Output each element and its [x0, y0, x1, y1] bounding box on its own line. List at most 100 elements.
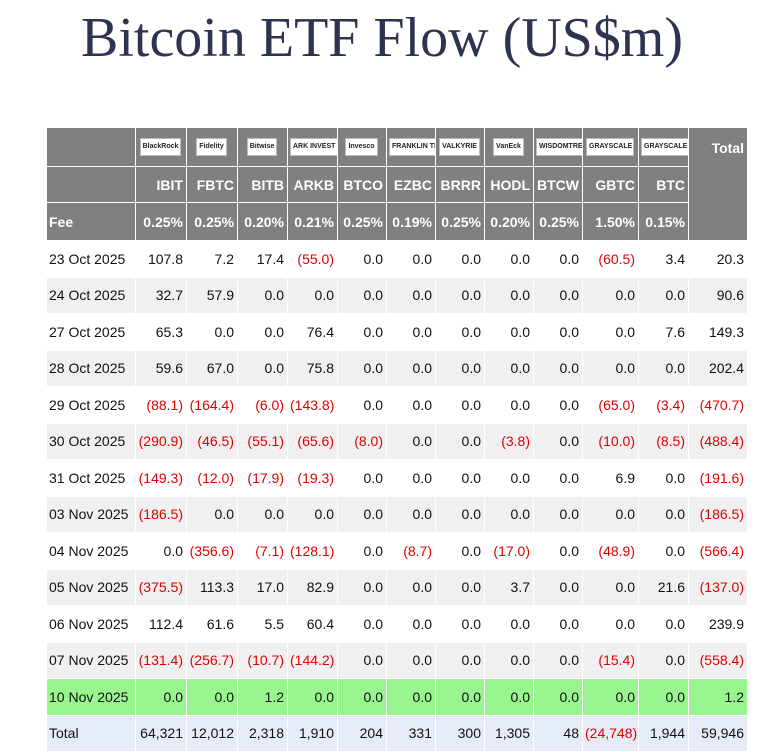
cell: 0.0 [386, 568, 436, 606]
header-cell: ARK INVEST [287, 127, 338, 167]
cell: 0.0 [638, 532, 689, 570]
cell: 0.0 [533, 678, 583, 716]
cell: 0.0 [386, 641, 436, 679]
cell: 0.0 [337, 349, 387, 387]
cell: 0.0 [237, 276, 288, 314]
cell: 0.0 [638, 276, 689, 314]
cell: 0.0 [337, 276, 387, 314]
cell: 0.0 [484, 313, 534, 351]
cell: (3.4) [638, 386, 689, 424]
cell: 0.0 [533, 349, 583, 387]
cell: 0.0 [582, 568, 639, 606]
cell: 0.0 [533, 605, 583, 643]
cell: 0.0 [533, 568, 583, 606]
issuer-logo: Invesco [345, 138, 378, 157]
table-header: BlackRock Fidelity Bitwise ARK INVEST Invesc… [46, 127, 748, 241]
cell: 300 [435, 714, 485, 752]
cell: 0.0 [533, 532, 583, 570]
table-row: 05 Nov 2025 (375.5) 113.3 17.0 82.9 0.0 0.0 0.0… [46, 568, 748, 606]
cell: (8.7) [386, 532, 436, 570]
cell: 0.0 [435, 605, 485, 643]
cell: 0.0 [582, 276, 639, 314]
cell: (128.1) [287, 532, 338, 570]
cell: 0.0 [484, 459, 534, 497]
cell: 0.0 [484, 641, 534, 679]
logo-row: BlackRock Fidelity Bitwise ARK INVEST Invesc… [46, 127, 748, 241]
cell: 0.0 [386, 349, 436, 387]
fee-label: Fee [46, 202, 136, 241]
cell: (10.0) [582, 422, 639, 460]
cell: (470.7) [688, 386, 748, 424]
cell: 20.3 [688, 240, 748, 278]
row-label: 29 Oct 2025 [46, 386, 136, 424]
cell: 0.0 [435, 276, 485, 314]
cell: (566.4) [688, 532, 748, 570]
row-label: 28 Oct 2025 [46, 349, 136, 387]
cell: 64,321 [135, 714, 187, 752]
ticker: FBTC [186, 166, 238, 203]
row-label: 24 Oct 2025 [46, 276, 136, 314]
table-row: Total 64,321 12,012 2,318 1,910 204 331 300 1,30… [46, 714, 748, 752]
cell: 59.6 [135, 349, 187, 387]
issuer-logo: BlackRock [139, 138, 182, 157]
cell: 204 [337, 714, 387, 752]
issuer-logo: GRAYSCALE [641, 138, 688, 157]
fee-row: Fee 0.25% 0.25% 0.20% 0.21% 0.25% 0.19% 0.25% 0.… [46, 202, 748, 241]
fee: 0.21% [287, 202, 338, 241]
cell: 0.0 [435, 495, 485, 533]
table-row: 03 Nov 2025 (186.5) 0.0 0.0 0.0 0.0 0.0 0.0 0.0 0… [46, 495, 748, 533]
cell: (60.5) [582, 240, 639, 278]
cell: 0.0 [386, 459, 436, 497]
cell: 0.0 [582, 605, 639, 643]
issuer-logo: VALKYRIE [439, 138, 480, 157]
issuer-logo: Bitwise [246, 138, 278, 157]
cell: (186.5) [135, 495, 187, 533]
cell: (17.9) [237, 459, 288, 497]
cell: (144.2) [287, 641, 338, 679]
cell: 7.6 [638, 313, 689, 351]
cell: 0.0 [186, 678, 238, 716]
table-row: 10 Nov 2025 0.0 0.0 1.2 0.0 0.0 0.0 0.0 0.0 0.0 0.… [46, 678, 748, 716]
cell: (6.0) [237, 386, 288, 424]
cell: 6.9 [582, 459, 639, 497]
cell: 0.0 [237, 495, 288, 533]
header-cell [46, 166, 136, 203]
table-row: 31 Oct 2025 (149.3) (12.0) (17.9) (19.3) 0.0 0… [46, 459, 748, 497]
header-cell: Bitwise [237, 127, 288, 167]
cell: 0.0 [435, 678, 485, 716]
cell: 0.0 [533, 276, 583, 314]
cell: 0.0 [582, 313, 639, 351]
ticker: EZBC [386, 166, 436, 203]
cell: (19.3) [287, 459, 338, 497]
cell: 0.0 [337, 313, 387, 351]
cell: 0.0 [484, 495, 534, 533]
cell: (375.5) [135, 568, 187, 606]
cell: 0.0 [484, 240, 534, 278]
table-row: 23 Oct 2025 107.8 7.2 17.4 (55.0) 0.0 0.0 0.0 0.… [46, 240, 748, 278]
row-label: 04 Nov 2025 [46, 532, 136, 570]
cell: 0.0 [435, 349, 485, 387]
cell: (164.4) [186, 386, 238, 424]
cell: 0.0 [337, 459, 387, 497]
cell: 0.0 [638, 641, 689, 679]
cell: 112.4 [135, 605, 187, 643]
cell: 0.0 [435, 240, 485, 278]
cell: 113.3 [186, 568, 238, 606]
total-header: Total [688, 127, 748, 241]
cell: (88.1) [135, 386, 187, 424]
table-row: 07 Nov 2025 (131.4) (256.7) (10.7) (144.2) 0.… [46, 641, 748, 679]
cell: 0.0 [135, 678, 187, 716]
cell: 0.0 [533, 313, 583, 351]
row-label: 23 Oct 2025 [46, 240, 136, 278]
cell: 0.0 [386, 605, 436, 643]
cell: 0.0 [638, 495, 689, 533]
cell: 0.0 [337, 240, 387, 278]
cell: 0.0 [435, 386, 485, 424]
cell: 12,012 [186, 714, 238, 752]
cell: 2,318 [237, 714, 288, 752]
cell: (46.5) [186, 422, 238, 460]
cell: 0.0 [582, 495, 639, 533]
fee: 0.25% [337, 202, 387, 241]
issuer-logo: Fidelity [196, 138, 227, 157]
